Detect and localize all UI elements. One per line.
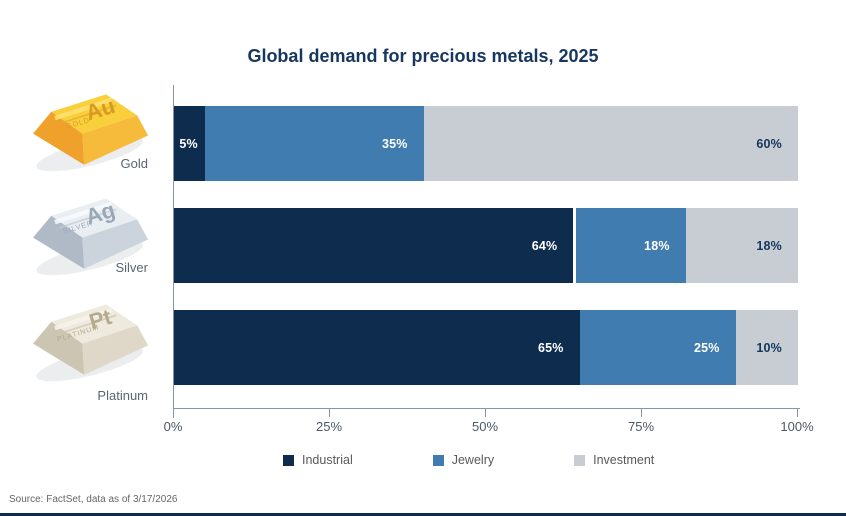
bottom-accent-rule bbox=[0, 513, 846, 516]
x-tick-label: 25% bbox=[315, 419, 343, 434]
bar-value-label: 35% bbox=[381, 136, 408, 151]
metal-label-silver: Silver bbox=[115, 260, 148, 275]
x-tick-mark bbox=[485, 409, 486, 417]
x-tick-label: 0% bbox=[163, 419, 183, 434]
bar-segment-investment-gold: 60% bbox=[423, 106, 798, 181]
x-tick-label: 50% bbox=[471, 419, 499, 434]
x-tick-label: 100% bbox=[780, 419, 814, 434]
x-tick-mark bbox=[641, 409, 642, 417]
platinum-ingot-icon: Pt PLATINUM bbox=[22, 298, 150, 382]
bar-value-label: 64% bbox=[531, 238, 558, 253]
source-note: Source: FactSet, data as of 3/17/2026 bbox=[9, 494, 178, 505]
bar-segment-jewelry-silver: 18% bbox=[573, 208, 686, 283]
metal-label-gold: Gold bbox=[120, 156, 148, 171]
bar-row-platinum: 65% 25% 10% bbox=[174, 310, 798, 385]
bar-segment-investment-silver: 18% bbox=[685, 208, 798, 283]
legend-swatch-industrial bbox=[283, 454, 294, 466]
y-axis-line bbox=[173, 85, 174, 418]
bar-value-label: 25% bbox=[693, 340, 720, 355]
legend-item-investment: Investment bbox=[574, 453, 654, 467]
legend-label: Jewelry bbox=[451, 453, 495, 467]
bar-segment-industrial-gold: 5% bbox=[174, 106, 206, 181]
silver-ingot-icon: Ag SILVER bbox=[22, 192, 150, 276]
legend-swatch-investment bbox=[574, 454, 586, 466]
bar-row-gold: 5% 35% 60% bbox=[174, 106, 798, 181]
bar-value-label: 10% bbox=[756, 340, 782, 355]
legend-item-jewelry: Jewelry bbox=[432, 453, 495, 467]
metal-label-platinum: Platinum bbox=[97, 388, 148, 403]
bar-value-label: 60% bbox=[756, 136, 782, 151]
x-tick-mark bbox=[797, 409, 798, 417]
x-tick-label: 75% bbox=[627, 419, 655, 434]
bar-segment-industrial-platinum: 65% bbox=[174, 310, 580, 385]
chart-title: Global demand for precious metals, 2025 bbox=[247, 46, 599, 66]
bar-value-label: 18% bbox=[756, 238, 782, 253]
bar-segment-jewelry-gold: 35% bbox=[205, 106, 424, 181]
bar-row-silver: 64% 18% 18% bbox=[174, 208, 798, 283]
bar-value-label: 5% bbox=[179, 136, 198, 151]
bar-segment-industrial-silver: 64% bbox=[174, 208, 574, 283]
bar-value-label: 65% bbox=[537, 340, 564, 355]
bars-plot-area: 5% 35% 60% 64% 18% 18% 65% 25% 10% bbox=[174, 106, 798, 386]
x-axis-line bbox=[173, 408, 800, 409]
legend-swatch-jewelry bbox=[432, 454, 444, 466]
bar-value-label: 18% bbox=[644, 238, 670, 253]
legend-label: Industrial bbox=[302, 453, 353, 467]
gold-ingot-icon: Au GOLD bbox=[22, 88, 150, 172]
x-tick-mark bbox=[329, 409, 330, 417]
legend: Industrial Jewelry Investment bbox=[283, 453, 654, 467]
bar-segment-investment-platinum: 10% bbox=[735, 310, 798, 385]
legend-label: Investment bbox=[593, 453, 655, 467]
bar-segment-jewelry-platinum: 25% bbox=[579, 310, 736, 385]
legend-item-industrial: Industrial bbox=[283, 453, 353, 467]
